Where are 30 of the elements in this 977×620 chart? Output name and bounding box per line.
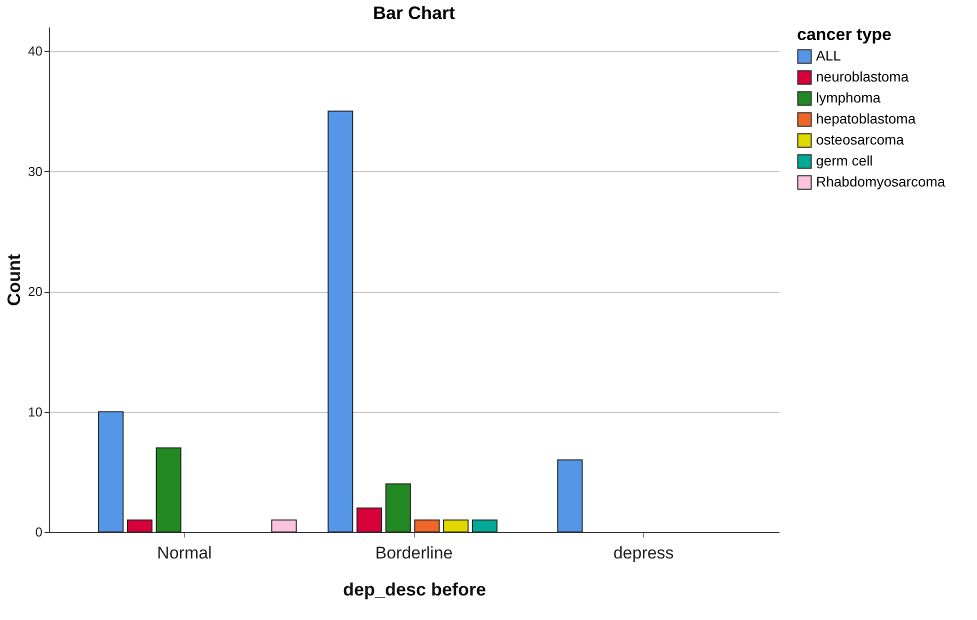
legend-label: germ cell: [816, 152, 873, 168]
legend-label: lymphoma: [816, 90, 881, 106]
bar: [271, 519, 297, 532]
bar: [98, 411, 124, 532]
bar: [356, 507, 382, 532]
bar: [156, 447, 182, 532]
legend-title: cancer type: [797, 25, 892, 44]
x-tick-label: depress: [613, 544, 674, 562]
bar: [328, 110, 354, 532]
bar: [557, 459, 583, 532]
y-axis-title: Count: [4, 254, 24, 306]
y-tick-label: 30: [28, 164, 42, 179]
legend-label: hepatoblastoma: [816, 110, 916, 126]
legend-label: neuroblastoma: [816, 68, 909, 84]
legend-label: Rhabdomyosarcoma: [816, 174, 946, 190]
y-tick-label: 40: [28, 44, 42, 59]
x-tick-label: Borderline: [375, 544, 453, 562]
chart-title: Bar Chart: [372, 3, 456, 23]
bar: [414, 519, 440, 532]
bar: [385, 483, 411, 532]
bar: [126, 519, 152, 532]
bar: [472, 519, 498, 532]
y-tick-label: 0: [35, 524, 42, 540]
x-axis-title: dep_desc before: [342, 580, 486, 600]
bar: [443, 519, 469, 532]
y-tick-label: 20: [28, 284, 42, 300]
y-tick-label: 10: [28, 404, 42, 420]
legend-label: osteosarcoma: [816, 132, 904, 148]
x-tick-label: Normal: [157, 544, 212, 562]
legend-label: ALL: [816, 48, 842, 64]
